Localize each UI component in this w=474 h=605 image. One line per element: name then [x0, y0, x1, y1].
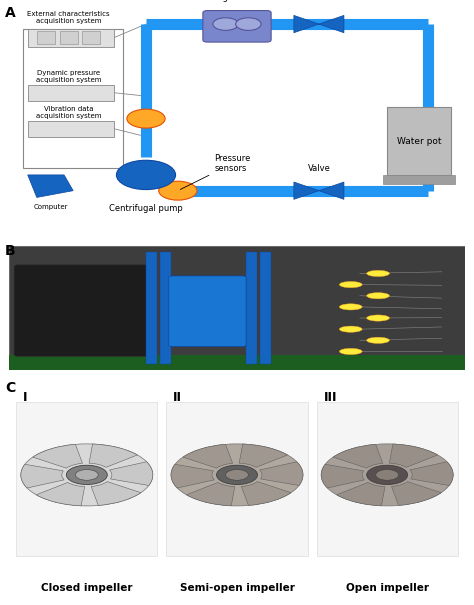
Circle shape: [367, 465, 408, 485]
Polygon shape: [294, 182, 344, 199]
Wedge shape: [33, 444, 82, 468]
Wedge shape: [239, 444, 288, 467]
Bar: [82, 31, 100, 44]
Wedge shape: [89, 444, 137, 467]
Circle shape: [226, 469, 248, 480]
Text: Valve: Valve: [308, 0, 330, 2]
Bar: [16, 402, 157, 556]
Wedge shape: [392, 482, 441, 505]
Text: Electromagnetic flowmeter: Electromagnetic flowmeter: [180, 0, 294, 2]
Text: A: A: [5, 6, 16, 20]
Wedge shape: [333, 444, 383, 468]
Bar: [160, 252, 171, 364]
Bar: [37, 31, 55, 44]
Bar: [9, 355, 465, 370]
Circle shape: [159, 182, 197, 200]
Circle shape: [339, 304, 362, 310]
Bar: [260, 252, 271, 364]
Bar: [60, 31, 78, 44]
FancyBboxPatch shape: [169, 276, 246, 347]
Wedge shape: [21, 464, 64, 488]
Text: Centrifugal pump: Centrifugal pump: [109, 204, 183, 213]
Text: III: III: [323, 391, 337, 405]
FancyBboxPatch shape: [203, 10, 271, 42]
FancyBboxPatch shape: [387, 107, 451, 175]
Wedge shape: [171, 464, 214, 488]
Text: II: II: [173, 391, 182, 405]
Wedge shape: [109, 462, 153, 485]
Circle shape: [367, 337, 390, 344]
Polygon shape: [127, 166, 137, 174]
Bar: [166, 402, 308, 556]
Polygon shape: [143, 182, 160, 185]
Circle shape: [321, 444, 453, 506]
Polygon shape: [143, 165, 160, 168]
Wedge shape: [91, 482, 141, 505]
Bar: [383, 175, 456, 184]
Circle shape: [339, 326, 362, 332]
Wedge shape: [241, 482, 291, 505]
Text: Water pot: Water pot: [397, 137, 441, 146]
Circle shape: [376, 469, 399, 480]
Text: External characteristics
acquisition system: External characteristics acquisition sys…: [27, 11, 110, 24]
Bar: [246, 252, 257, 364]
Bar: [317, 402, 458, 556]
Circle shape: [217, 465, 257, 485]
Bar: [146, 252, 157, 364]
Circle shape: [367, 293, 390, 299]
Polygon shape: [294, 15, 344, 33]
Circle shape: [339, 348, 362, 355]
Wedge shape: [321, 464, 365, 488]
Circle shape: [127, 109, 165, 128]
Text: Dynamic pressure
acquisition system: Dynamic pressure acquisition system: [36, 70, 101, 83]
Text: Valve: Valve: [308, 164, 330, 172]
Circle shape: [66, 465, 107, 485]
Text: Vibration data
acquisition system: Vibration data acquisition system: [36, 106, 101, 119]
Text: Semi-open impeller: Semi-open impeller: [180, 583, 294, 594]
Circle shape: [367, 315, 390, 321]
Circle shape: [171, 444, 303, 506]
Polygon shape: [127, 176, 137, 183]
FancyBboxPatch shape: [27, 121, 114, 137]
Text: C: C: [5, 381, 15, 395]
Wedge shape: [389, 444, 438, 467]
Circle shape: [117, 160, 175, 189]
FancyBboxPatch shape: [27, 85, 114, 100]
Text: Computer: Computer: [33, 204, 68, 210]
Polygon shape: [27, 175, 73, 197]
Wedge shape: [337, 482, 385, 506]
Wedge shape: [183, 444, 233, 468]
Wedge shape: [260, 462, 303, 485]
Wedge shape: [36, 482, 85, 506]
Text: Pressure
sensors: Pressure sensors: [180, 154, 251, 189]
Circle shape: [213, 18, 238, 30]
Wedge shape: [410, 462, 453, 485]
Circle shape: [236, 18, 261, 30]
Circle shape: [75, 469, 98, 480]
Circle shape: [21, 444, 153, 506]
Text: Open impeller: Open impeller: [346, 583, 428, 594]
FancyBboxPatch shape: [27, 28, 114, 47]
Wedge shape: [186, 482, 235, 506]
Text: I: I: [23, 391, 27, 405]
Circle shape: [367, 270, 390, 276]
Text: B: B: [5, 244, 16, 258]
Circle shape: [339, 281, 362, 288]
Text: Closed impeller: Closed impeller: [41, 583, 133, 594]
FancyBboxPatch shape: [14, 265, 151, 356]
